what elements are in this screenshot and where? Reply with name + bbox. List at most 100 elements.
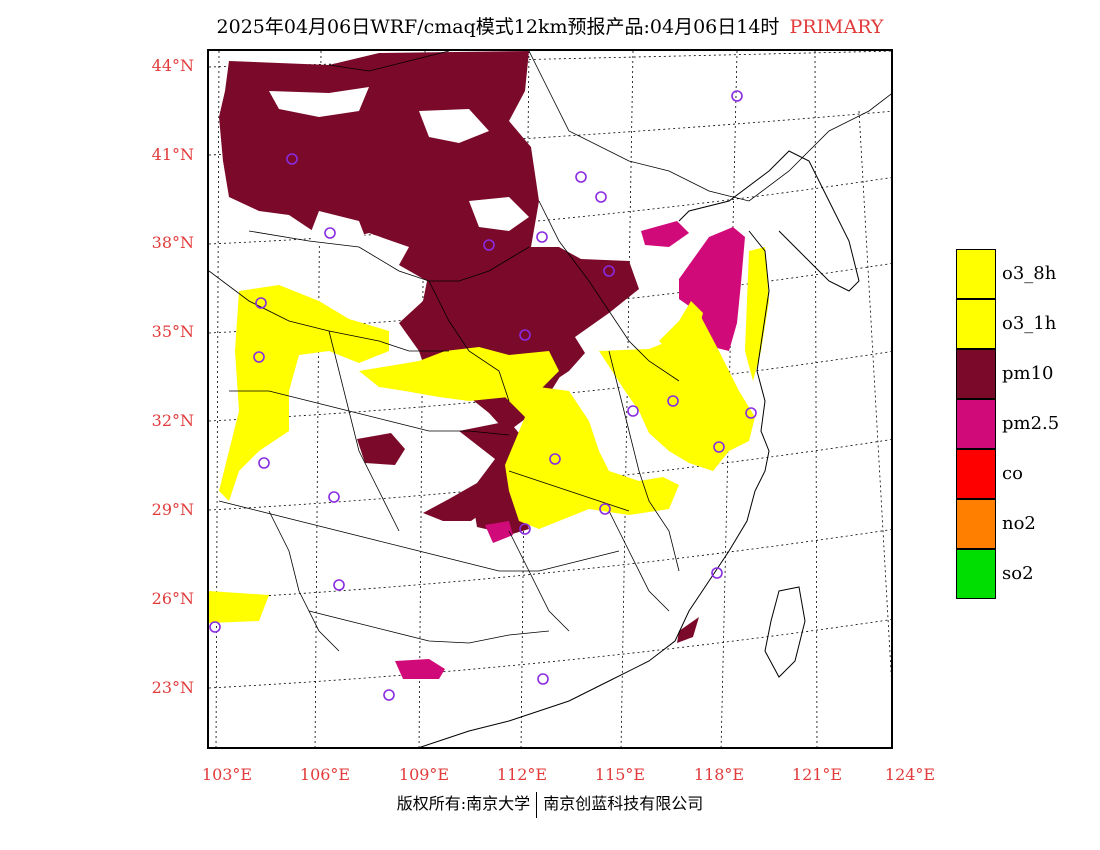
boundaries bbox=[209, 51, 891, 652]
lon-label-109: 109°E bbox=[398, 765, 450, 784]
boundary-12 bbox=[508, 530, 570, 632]
coastline-bohai bbox=[678, 150, 860, 292]
boundary-4 bbox=[218, 500, 620, 572]
station-marker bbox=[537, 673, 549, 685]
copyright-footer: 版权所有:南京大学 南京创蓝科技有限公司 bbox=[0, 790, 1100, 818]
lon-label-124: 124°E bbox=[884, 765, 936, 784]
lon-label-103: 103°E bbox=[201, 765, 253, 784]
legend-label-co: co bbox=[1002, 463, 1023, 484]
lon-label-112: 112°E bbox=[496, 765, 548, 784]
footer-separator bbox=[536, 791, 538, 818]
meridian-121 bbox=[814, 51, 818, 747]
meridian-103 bbox=[215, 51, 220, 747]
station-marker bbox=[536, 231, 548, 243]
meridian-124 bbox=[858, 110, 891, 679]
lon-label-115: 115°E bbox=[594, 765, 646, 784]
parallel-32 bbox=[209, 351, 891, 422]
legend-swatch-o3-1h bbox=[956, 299, 996, 349]
station-marker bbox=[713, 441, 725, 453]
lat-label-26: 26°N bbox=[151, 589, 194, 608]
station-marker bbox=[255, 297, 267, 309]
lat-label-41: 41°N bbox=[151, 145, 194, 164]
o3-yunnan bbox=[209, 591, 269, 623]
parallel-29 bbox=[209, 439, 891, 511]
pm10-north-band bbox=[219, 51, 639, 535]
legend-label-no2: no2 bbox=[1002, 513, 1036, 534]
station-marker bbox=[627, 405, 639, 417]
station-marker bbox=[324, 227, 336, 239]
o3-sichuan-west bbox=[219, 285, 389, 501]
pm10-chongqing bbox=[357, 433, 405, 465]
border-mongolia bbox=[328, 51, 450, 72]
boundary-8 bbox=[608, 350, 680, 572]
legend-label-pm10: pm10 bbox=[1002, 363, 1054, 384]
boundary-3 bbox=[229, 390, 510, 436]
legend-swatch-pm25 bbox=[956, 399, 996, 449]
pm25-shandong bbox=[679, 227, 745, 351]
pm25-guangxi bbox=[395, 659, 445, 679]
coastline-east bbox=[419, 230, 770, 747]
lat-label-44: 44°N bbox=[151, 56, 194, 75]
station-marker bbox=[383, 689, 395, 701]
boundary-13 bbox=[608, 510, 670, 612]
stations bbox=[209, 90, 757, 701]
boundary-10 bbox=[328, 330, 400, 532]
station-marker bbox=[549, 453, 561, 465]
pm10-hunan-south bbox=[471, 489, 513, 533]
lat-label-29: 29°N bbox=[151, 500, 194, 519]
meridian-115 bbox=[620, 51, 634, 747]
map-title: 2025年04月06日WRF/cmaq模式12km预报产品:04月06日14时 P… bbox=[0, 12, 1100, 39]
lon-label-106: 106°E bbox=[299, 765, 351, 784]
pm25-tianjin bbox=[641, 221, 689, 247]
station-marker bbox=[603, 265, 615, 277]
map-canvas bbox=[209, 51, 891, 747]
station-marker bbox=[333, 579, 345, 591]
pm25-hunan bbox=[485, 521, 513, 543]
legend-label-pm25: pm2.5 bbox=[1002, 413, 1060, 434]
station-marker bbox=[253, 351, 265, 363]
boundary-7 bbox=[538, 200, 680, 382]
pm10-fujian bbox=[677, 617, 699, 643]
pm10-hunan bbox=[423, 421, 527, 521]
hole-1 bbox=[269, 87, 369, 117]
lon-label-121: 121°E bbox=[791, 765, 843, 784]
station-marker bbox=[745, 407, 757, 419]
parallel-23 bbox=[209, 619, 891, 689]
map-panel bbox=[207, 49, 893, 749]
station-marker bbox=[599, 503, 611, 515]
station-marker bbox=[483, 239, 495, 251]
station-marker bbox=[711, 567, 723, 579]
title-main: 2025年04月06日WRF/cmaq模式12km预报产品:04月06日14时 bbox=[216, 16, 780, 38]
coastline bbox=[419, 150, 860, 747]
pm10-holes bbox=[269, 87, 529, 249]
legend-swatch-co bbox=[956, 449, 996, 499]
o3-shandong-south bbox=[659, 301, 703, 357]
legend-label-so2: so2 bbox=[1002, 563, 1034, 584]
boundary-11 bbox=[268, 510, 340, 652]
hole-3 bbox=[469, 197, 529, 231]
o3-jiangxi bbox=[499, 387, 679, 529]
lat-label-23: 23°N bbox=[151, 678, 194, 697]
hole-4 bbox=[309, 211, 369, 249]
o3-coast bbox=[745, 247, 769, 381]
boundary-5 bbox=[308, 610, 550, 644]
coastline-taiwan bbox=[764, 586, 806, 678]
hole-2 bbox=[419, 109, 489, 143]
station-marker bbox=[667, 395, 679, 407]
lon-label-118: 118°E bbox=[693, 765, 745, 784]
station-marker bbox=[595, 191, 607, 203]
legend-label-o3-1h: o3_1h bbox=[1002, 313, 1057, 334]
legend-swatch-so2 bbox=[956, 549, 996, 599]
boundary-9 bbox=[508, 470, 630, 512]
o3-regions bbox=[209, 247, 769, 623]
station-marker bbox=[519, 523, 531, 535]
boundary-6 bbox=[428, 280, 510, 402]
lat-label-38: 38°N bbox=[151, 233, 194, 252]
station-marker bbox=[731, 90, 743, 102]
o3-central bbox=[359, 347, 559, 401]
legend-swatch-o3-8h bbox=[956, 249, 996, 299]
boundary-north bbox=[528, 51, 891, 202]
boundary-1 bbox=[248, 230, 530, 282]
station-marker bbox=[519, 329, 531, 341]
station-marker bbox=[209, 621, 221, 633]
